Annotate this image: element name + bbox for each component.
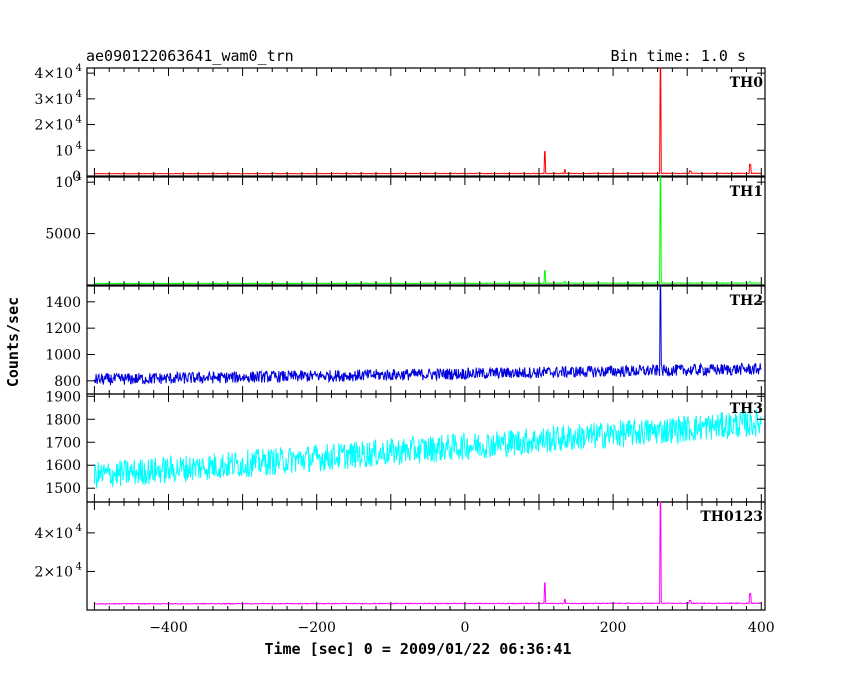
panel-th2: 800 1000 1200 1400 TH2	[45, 285, 766, 395]
panel-frame	[86, 176, 766, 286]
x-tick-label: −400	[149, 620, 187, 636]
chart-title: ae090122063641_wam0_trn	[86, 47, 294, 65]
x-tick-label: 0	[460, 620, 469, 636]
series-line-th1	[94, 176, 762, 285]
bin-time-label: Bin time: 1.0 s	[611, 47, 746, 65]
y-tick-label: 2×10	[35, 564, 73, 580]
y-tick-exponent: 4	[76, 523, 82, 534]
series-line-th0	[94, 67, 762, 175]
panel-frame	[86, 501, 766, 611]
y-tick-label: 800	[54, 374, 81, 390]
y-tick-exponent: 4	[76, 561, 82, 572]
y-tick-label: 4×10	[35, 66, 73, 82]
y-tick-label: 1600	[45, 458, 81, 474]
series-line-th0123	[94, 501, 762, 605]
y-tick-label: 4×10	[35, 526, 73, 542]
y-tick-exponent: 4	[76, 140, 82, 151]
y-tick-label: 2×10	[35, 118, 73, 134]
y-tick-label: 1500	[45, 481, 81, 497]
y-tick-label: 3×10	[35, 92, 73, 108]
y-tick-label: 1200	[45, 321, 81, 337]
y-tick-label: 1700	[45, 435, 81, 451]
panel-label-th0123: TH0123	[700, 509, 763, 525]
x-axis-label: Time [sec] 0 = 2009/01/22 06:36:41	[264, 640, 571, 658]
y-tick-exponent: 4	[76, 63, 82, 74]
y-tick-exponent: 4	[76, 115, 82, 126]
panel-th1: 5000 10 4 TH1	[45, 172, 766, 286]
y-tick-label: 10	[55, 143, 73, 159]
y-axis-label: Counts/sec	[4, 297, 22, 387]
y-tick-label: 1800	[45, 412, 81, 428]
y-tick-label: 5000	[45, 227, 81, 243]
x-tick-label: 200	[600, 620, 627, 636]
series-line-th3	[93, 409, 762, 489]
y-tick-label: 1900	[45, 389, 81, 405]
panel-label-th0: TH0	[730, 75, 764, 91]
panel-th3: 1500 1600 1700 1800 1900 TH3	[45, 389, 766, 503]
series-line-th2	[93, 285, 762, 386]
x-tick-label: −200	[297, 620, 335, 636]
x-tick-label: 400	[748, 620, 775, 636]
y-tick-label: 1000	[45, 347, 81, 363]
panel-label-th2: TH2	[730, 293, 763, 309]
panel-label-th3: TH3	[730, 401, 763, 417]
y-tick-label: 1400	[45, 295, 81, 311]
y-tick-label: 10	[55, 175, 73, 191]
panel-frame	[86, 67, 766, 177]
y-tick-exponent: 4	[76, 89, 82, 100]
y-tick-label: 0	[72, 169, 81, 185]
y-tick-exponent: 4	[76, 172, 82, 183]
panel-label-th1: TH1	[730, 184, 763, 200]
